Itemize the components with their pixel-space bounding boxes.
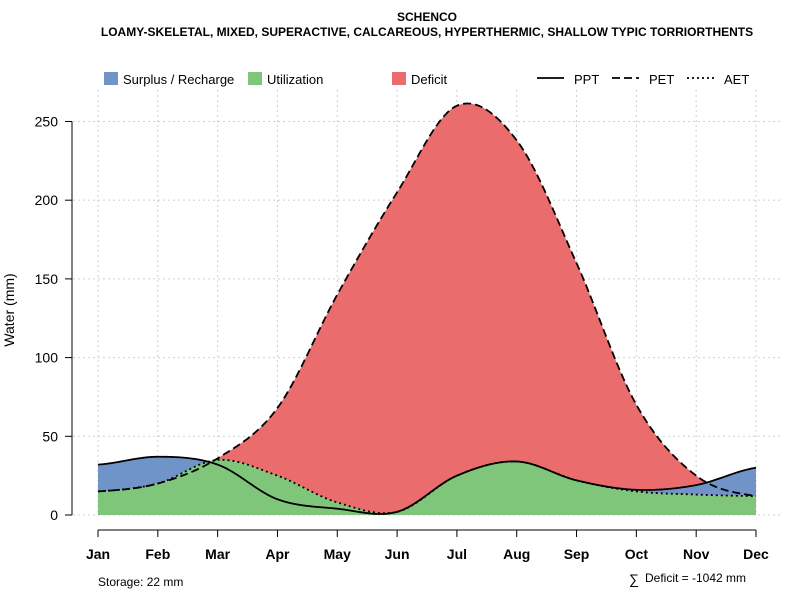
series-line-aet xyxy=(97,458,757,515)
legend-swatch-2 xyxy=(392,72,406,85)
legend-label: Surplus / Recharge xyxy=(123,72,234,87)
sum-icon: ∑ xyxy=(629,571,639,587)
storage-note: Storage: 22 mm xyxy=(98,575,183,589)
x-tick-label: Feb xyxy=(145,546,170,562)
x-tick-label: Oct xyxy=(625,546,649,562)
y-tick-label: 250 xyxy=(35,113,59,129)
x-tick-label: Mar xyxy=(205,546,230,562)
y-tick-label: 0 xyxy=(50,507,58,523)
legend-label: Utilization xyxy=(267,72,323,87)
y-axis-label: Water (mm) xyxy=(1,273,17,346)
x-tick-label: Aug xyxy=(503,546,530,562)
x-tick-label: Jan xyxy=(86,546,110,562)
legend: Surplus / Recharge Utilization Deficit PPT P… xyxy=(104,72,749,87)
legend-label: PET xyxy=(649,72,674,87)
deficit-area xyxy=(98,103,756,514)
legend-swatch-0 xyxy=(104,72,118,85)
series-line-ppt xyxy=(97,455,757,515)
x-tick-label: Nov xyxy=(683,546,710,562)
y-tick-label: 50 xyxy=(42,428,58,444)
x-tick-label: Sep xyxy=(564,546,590,562)
series-line-pet xyxy=(97,102,757,497)
x-tick-label: Apr xyxy=(265,546,290,562)
x-tick-label: Jun xyxy=(385,546,410,562)
legend-label: PPT xyxy=(574,72,599,87)
legend-label: Deficit xyxy=(411,72,448,87)
y-tick-label: 100 xyxy=(35,350,59,366)
utilization-area-base xyxy=(98,461,756,515)
x-tick-label: May xyxy=(324,546,351,562)
x-tick-label: Dec xyxy=(743,546,769,562)
y-tick-label: 150 xyxy=(35,271,59,287)
legend-label: AET xyxy=(724,72,749,87)
chart-subtitle: LOAMY-SKELETAL, MIXED, SUPERACTIVE, CALC… xyxy=(101,25,753,39)
utilization-area xyxy=(98,456,756,514)
legend-swatch-1 xyxy=(248,72,262,85)
deficit-note: Deficit = -1042 mm xyxy=(645,571,746,585)
y-tick-label: 200 xyxy=(35,192,59,208)
surplus-area xyxy=(98,456,756,514)
series-lines xyxy=(97,102,757,515)
x-tick-label: Jul xyxy=(447,546,467,562)
chart-title: SCHENCO xyxy=(397,10,457,24)
area-fills xyxy=(98,103,756,515)
axes: 0 50 100 150 200 250 Jan Feb Mar Apr May Jun Jul Aug S… xyxy=(35,113,769,562)
